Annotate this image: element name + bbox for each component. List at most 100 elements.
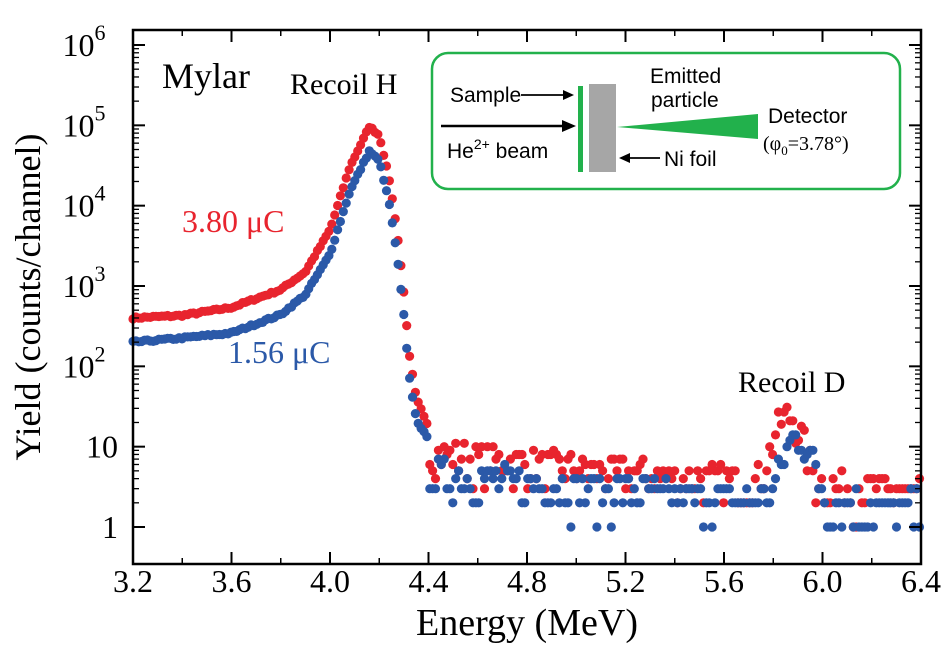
sample-arrow-head [563, 90, 574, 100]
data-point-blue [454, 466, 464, 476]
data-point-red [402, 321, 412, 331]
data-point-red [719, 498, 729, 508]
data-point-red [428, 466, 438, 476]
y-axis-label: Yield (counts/channel) [8, 134, 48, 461]
data-point-red [465, 454, 475, 464]
data-point-red [817, 474, 827, 484]
data-point-red [324, 226, 334, 236]
data-point-blue [405, 373, 415, 383]
x-tick-label: 4.4 [409, 563, 449, 599]
data-point-blue [649, 474, 660, 484]
data-point-blue [344, 189, 354, 199]
data-point-blue [724, 484, 735, 494]
data-point-blue [327, 244, 337, 254]
data-point-red [716, 459, 726, 470]
x-tick-label: 5.2 [606, 563, 646, 599]
data-point-red [799, 425, 809, 435]
data-point-red [373, 129, 383, 139]
data-point-red [333, 200, 343, 211]
data-point-red [566, 449, 576, 460]
data-point-red [341, 173, 351, 183]
data-point-blue [497, 474, 507, 484]
data-point-blue [551, 484, 562, 494]
inset-foil-label: Ni foil [664, 148, 717, 171]
data-point-blue [448, 498, 458, 508]
data-point-blue [768, 484, 778, 494]
data-point-blue [491, 466, 501, 476]
data-point-blue [678, 498, 688, 508]
x-tick-label: 3.6 [212, 563, 252, 599]
data-point-blue [376, 162, 386, 172]
data-point-blue [618, 498, 628, 508]
data-point-blue [399, 309, 409, 320]
data-point-red [445, 445, 455, 455]
inset-detector-label: Detector [768, 105, 847, 128]
data-point-red [448, 459, 458, 470]
data-point-red [456, 454, 466, 464]
ni-foil [589, 84, 616, 172]
data-point-red [335, 191, 345, 201]
data-point-blue [520, 498, 530, 508]
data-point-blue [396, 284, 406, 294]
data-point-red [638, 454, 648, 464]
data-point-blue [335, 216, 345, 227]
data-point-red [828, 474, 838, 484]
data-point-red [479, 484, 490, 494]
data-point-blue [451, 474, 461, 484]
data-point-red [459, 438, 469, 448]
data-point-blue [759, 484, 769, 494]
data-point-blue [373, 154, 383, 164]
data-point-blue [808, 445, 818, 455]
inset-emitted-label-1: Emitted [650, 65, 721, 88]
data-point-blue [577, 474, 588, 484]
data-point-red [811, 498, 821, 508]
x-tick-label: 6.4 [901, 563, 941, 599]
data-point-blue [407, 392, 418, 402]
data-point-blue [868, 522, 879, 532]
x-tick-label: 5.6 [704, 563, 744, 599]
data-point-red [612, 466, 622, 476]
data-point-red [520, 459, 530, 470]
data-point-blue [479, 474, 490, 484]
data-point-blue [696, 484, 706, 494]
data-point-blue [603, 484, 614, 494]
data-point-blue [494, 484, 504, 494]
y-tick-label: 105 [63, 100, 106, 143]
data-point-blue [387, 218, 397, 228]
y-tick-label: 106 [63, 20, 106, 63]
data-point-blue [698, 522, 709, 532]
data-point-blue [635, 498, 645, 508]
data-point-blue [845, 498, 856, 508]
data-point-red [508, 484, 518, 494]
data-point-blue [381, 186, 392, 196]
data-point-blue [341, 198, 351, 208]
data-point-blue [851, 484, 861, 494]
recoil-h-label: Recoil H [290, 68, 397, 101]
data-point-blue [537, 484, 547, 494]
x-tick-label: 3.2 [113, 563, 153, 599]
data-point-blue [511, 474, 521, 484]
data-point-blue [390, 238, 400, 248]
data-point-blue [384, 199, 394, 210]
data-point-blue [333, 225, 343, 235]
data-point-red [419, 411, 429, 421]
data-point-blue [338, 207, 348, 217]
data-point-red [765, 442, 775, 452]
data-point-blue [474, 498, 484, 508]
sample-layer [578, 86, 583, 172]
data-point-blue [819, 498, 830, 508]
data-point-blue [828, 522, 838, 532]
data-point-red [430, 474, 441, 484]
x-axis: 3.2 3.6 4.0 4.4 4.8 5.2 5.6 6.0 6.4 [113, 30, 941, 599]
data-point-red [554, 454, 565, 464]
data-point-red [344, 165, 354, 175]
data-point-blue [770, 474, 781, 484]
data-point-red [762, 466, 772, 476]
data-point-blue [606, 522, 616, 532]
data-point-red [451, 438, 461, 448]
data-point-red [837, 466, 847, 476]
y-tick-label: 1 [102, 509, 118, 545]
data-point-blue [791, 430, 801, 440]
data-point-red [603, 474, 614, 484]
